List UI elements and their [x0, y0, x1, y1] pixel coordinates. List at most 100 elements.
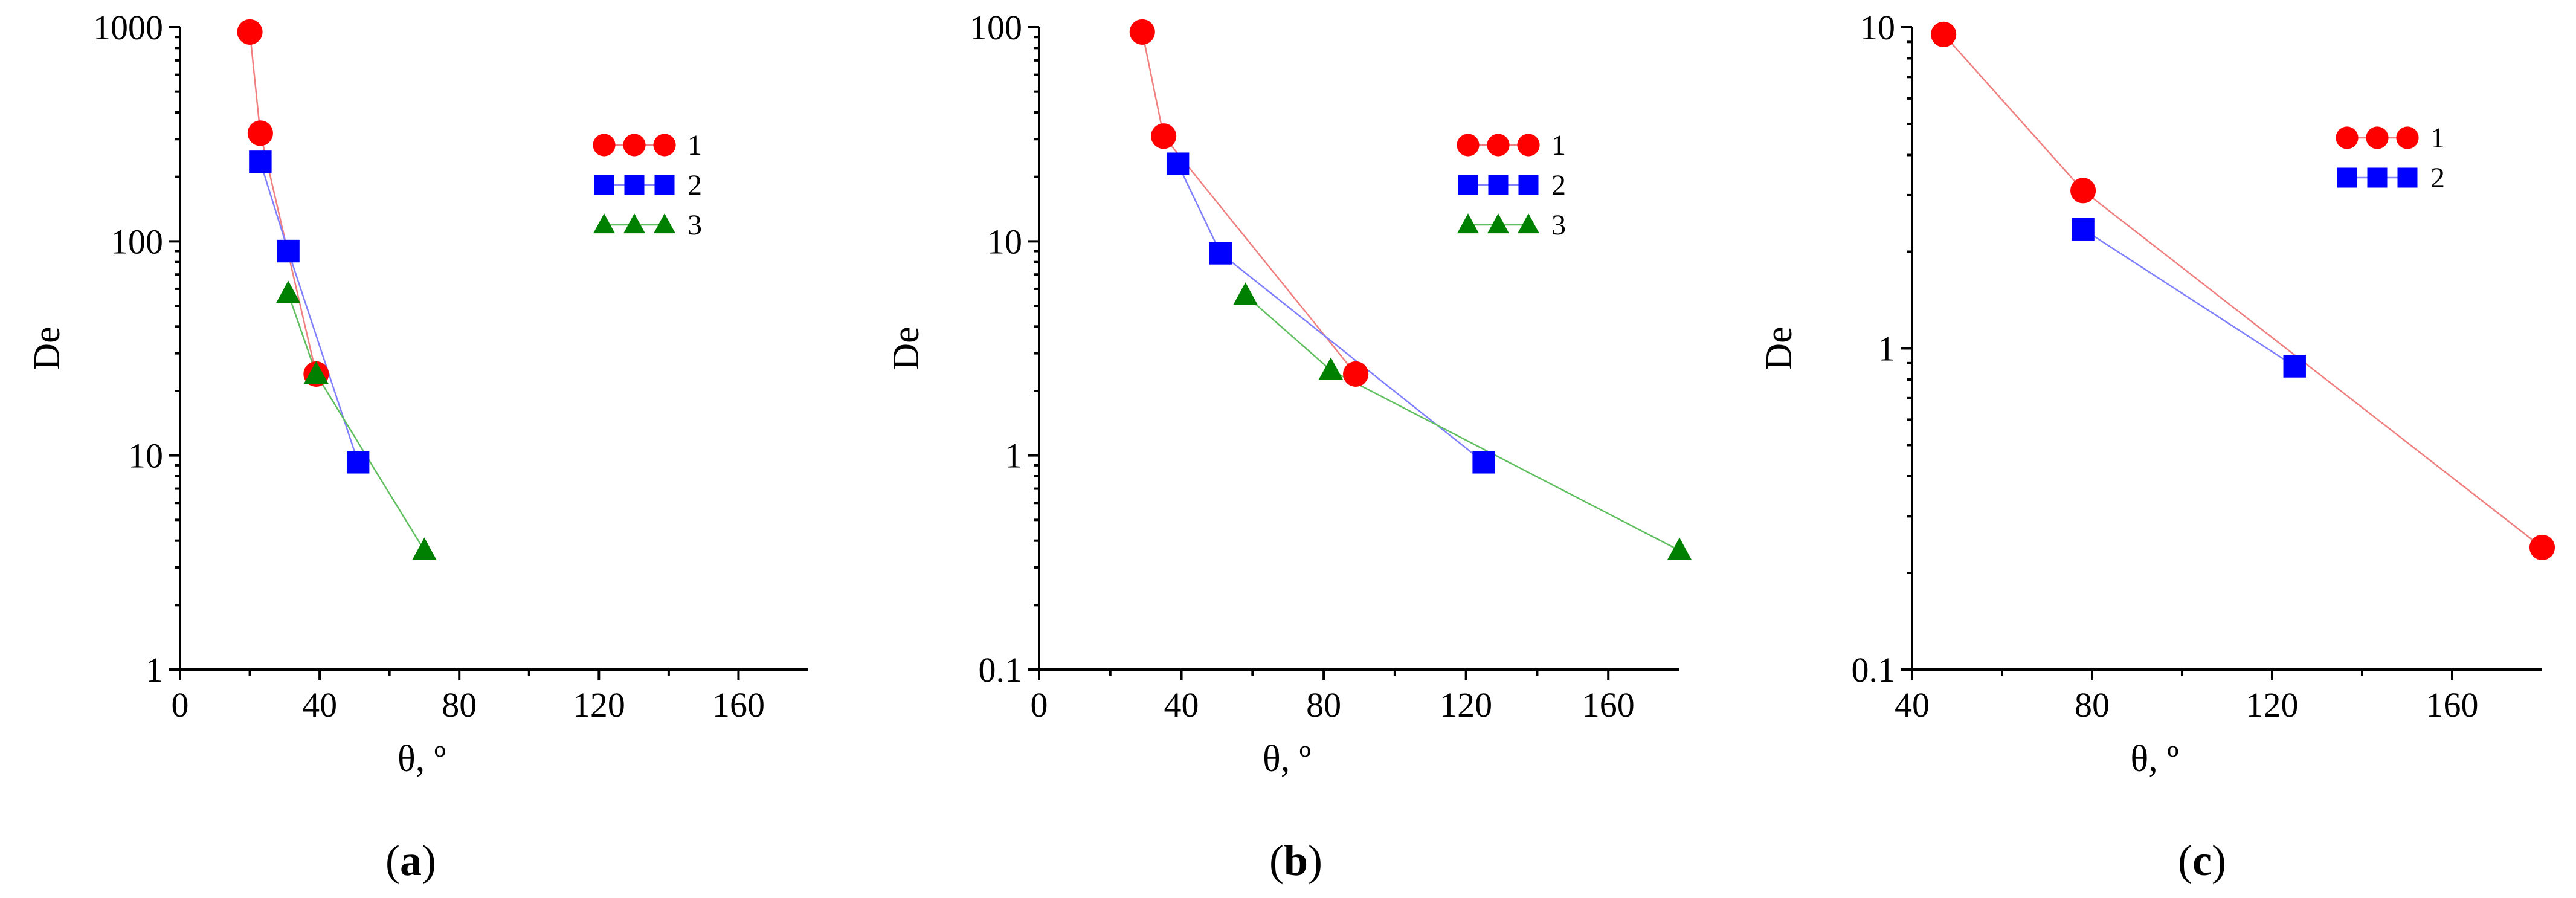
- legend-item-3: 3: [593, 209, 702, 241]
- legend-marker: [2367, 167, 2388, 188]
- data-point-series-2: [249, 150, 272, 173]
- legend-label: 1: [2430, 122, 2445, 154]
- data-point-series-1: [1343, 361, 1369, 387]
- legend-marker: [594, 175, 614, 195]
- legend-marker: [2336, 126, 2359, 149]
- data-point-series-3: [1318, 357, 1344, 380]
- legend-marker: [2396, 126, 2419, 149]
- x-tick-label: 120: [1440, 685, 1492, 725]
- y-tick-label: 10: [987, 222, 1022, 261]
- data-point-series-3: [1233, 282, 1258, 305]
- data-point-series-3: [275, 280, 301, 303]
- x-tick-label: 80: [1306, 685, 1341, 725]
- chart-panel-b: 0 40 80 120 160 0.1 1 10 100 θ, º De (b) 1 2 3: [886, 8, 1692, 885]
- panel-label: (a): [385, 836, 436, 885]
- x-tick-label: 160: [712, 685, 765, 725]
- series-line-1: [249, 31, 317, 375]
- series-line-2: [1177, 163, 1484, 463]
- legend-marker: [593, 134, 616, 157]
- y-axis-label: De: [1759, 326, 1800, 370]
- x-tick-label: 0: [172, 685, 189, 725]
- y-tick-label: 1000: [93, 8, 163, 47]
- data-point-series-1: [1151, 123, 1177, 149]
- legend-marker: [593, 213, 615, 234]
- data-point-series-2: [2072, 218, 2095, 241]
- y-tick-label: 0.1: [1852, 650, 1896, 690]
- x-axis-label: θ, º: [2131, 738, 2179, 780]
- panel-label: (c): [2178, 836, 2226, 885]
- panel-label: (b): [1269, 836, 1322, 885]
- legend-marker: [624, 175, 645, 195]
- legend-marker: [2337, 167, 2357, 188]
- x-tick-label: 160: [2426, 685, 2479, 725]
- y-tick-label: 10: [1860, 8, 1895, 47]
- x-tick-label: 80: [2075, 685, 2110, 725]
- data-point-series-3: [412, 537, 437, 560]
- data-point-series-1: [247, 120, 273, 146]
- y-tick-label: 1: [1005, 436, 1022, 476]
- series-line-1: [1141, 31, 1357, 375]
- legend-marker: [653, 134, 676, 157]
- legend-marker: [654, 175, 675, 195]
- legend-label: 3: [1551, 209, 1566, 241]
- data-point-series-2: [1166, 152, 1190, 175]
- legend-marker: [1518, 213, 1539, 234]
- legend-marker: [1487, 213, 1509, 234]
- legend-marker: [1458, 175, 1478, 195]
- x-tick-label: 120: [2246, 685, 2299, 725]
- legend-label: 2: [687, 169, 702, 201]
- data-point-series-2: [277, 239, 300, 263]
- y-tick-label: 1: [1878, 329, 1895, 369]
- legend-marker: [623, 213, 645, 234]
- y-tick-label: 0.1: [979, 650, 1023, 690]
- data-point-series-1: [1931, 21, 1957, 47]
- data-point-series-1: [237, 19, 263, 45]
- legend-marker: [2366, 126, 2389, 149]
- series-line-1: [1943, 34, 2543, 548]
- x-tick-label: 120: [573, 685, 625, 725]
- data-point-series-2: [2283, 355, 2306, 378]
- legend-marker: [654, 213, 675, 234]
- y-tick-label: 100: [111, 222, 163, 261]
- legend-item-1: 1: [1457, 129, 1566, 161]
- series-line-3: [1245, 294, 1680, 551]
- legend-item-2: 2: [594, 169, 702, 201]
- legend-label: 1: [1551, 129, 1566, 161]
- x-tick-label: 80: [442, 685, 477, 725]
- legend-marker: [1488, 175, 1509, 195]
- data-point-series-1: [2070, 178, 2096, 204]
- legend-marker: [2397, 167, 2418, 188]
- x-tick-label: 40: [1164, 685, 1199, 725]
- legend-marker: [1457, 213, 1479, 234]
- y-tick-label: 10: [128, 436, 163, 476]
- legend-label: 3: [687, 209, 702, 241]
- legend-label: 2: [1551, 169, 1566, 201]
- data-point-series-2: [1209, 242, 1232, 265]
- data-point-series-3: [1667, 537, 1692, 560]
- legend-item-2: 2: [1458, 169, 1566, 201]
- x-axis-label: θ, º: [398, 738, 446, 780]
- legend-marker: [1487, 134, 1510, 157]
- data-point-series-2: [1472, 451, 1495, 474]
- x-tick-label: 0: [1031, 685, 1048, 725]
- data-point-series-1: [2529, 534, 2555, 560]
- legend-marker: [1517, 134, 1540, 157]
- y-axis-label: De: [27, 326, 68, 370]
- y-tick-label: 100: [970, 8, 1022, 47]
- legend-label: 2: [2430, 162, 2445, 194]
- x-axis-label: θ, º: [1263, 738, 1311, 780]
- data-point-series-1: [1129, 19, 1155, 45]
- legend-item-1: 1: [2336, 122, 2445, 154]
- legend-marker: [1518, 175, 1539, 195]
- legend-marker: [1457, 134, 1480, 157]
- data-point-series-3: [303, 361, 329, 384]
- legend-label: 1: [687, 129, 702, 161]
- legend-marker: [623, 134, 646, 157]
- series-line-2: [2082, 228, 2295, 367]
- legend-item-1: 1: [593, 129, 702, 161]
- x-tick-label: 40: [1895, 685, 1930, 725]
- y-tick-label: 1: [146, 650, 163, 690]
- chart-panel-a: 0 40 80 120 160 1 10 100 1000 θ, º De (a) 1 2 3: [27, 8, 808, 885]
- chart-panel-c: 40 80 120 160 0.1 1 10 θ, º De (c) 1 2: [1759, 8, 2555, 885]
